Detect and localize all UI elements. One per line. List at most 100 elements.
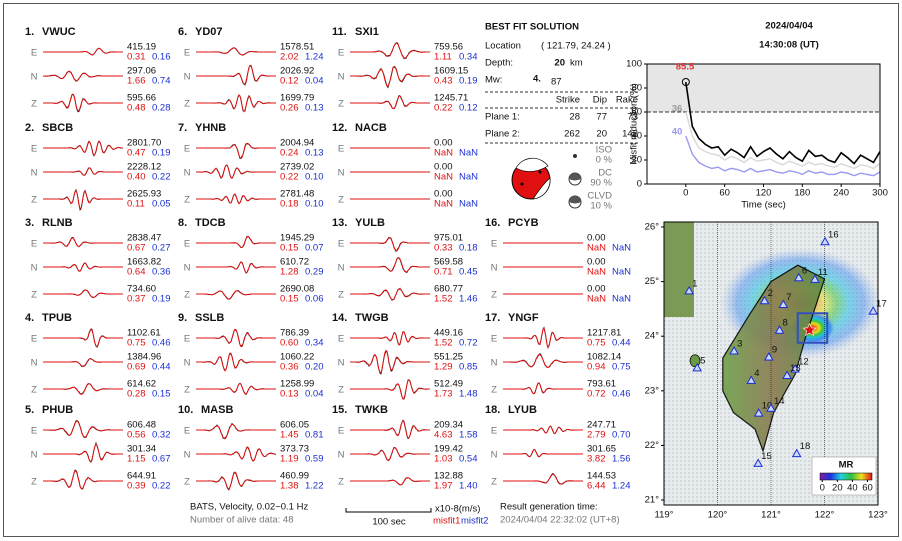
station-label: 8 [783,318,788,329]
synthetic-trace [350,95,430,110]
misfit1: 0.13 [280,389,299,400]
misfit1: 1.19 [280,454,299,465]
misfit2: 0.45 [459,267,478,278]
misfit2: 0.04 [305,389,324,400]
misfit2: NaN [459,148,478,159]
amplitude: 680.77 [434,284,463,295]
station-marker [774,325,785,334]
station-label: 2 [768,288,773,299]
component-name: DC [598,168,612,179]
station-number: 8. [178,217,187,229]
component-label: N [338,263,345,274]
misfit2: 0.44 [612,338,631,349]
misfit2: 0.46 [612,389,631,400]
station-label: 3 [737,338,742,349]
amplitude: 606.48 [127,420,156,431]
amplitude: 1060.22 [280,352,314,363]
column-header: Rake [616,95,638,106]
station-number: 12. [332,122,347,134]
synthetic-trace [350,349,430,374]
component-label: Z [338,195,344,206]
component-label: Z [184,385,190,396]
station-name: MASB [201,404,233,416]
solution-title: BEST FIT SOLUTION [485,22,579,33]
misfit2: NaN [459,199,478,210]
misfit1: 1.97 [434,481,453,492]
synthetic-trace [350,447,430,462]
misfit2: 0.34 [459,52,478,63]
misfit1: 1.29 [434,362,453,373]
synthetic-trace [43,328,123,348]
synthetic-trace [196,446,276,462]
amplitude: 1699.79 [280,93,314,104]
column-header: Strike [556,95,580,106]
y-tick-label: 0 [637,179,642,190]
station-marker [868,306,879,315]
synthetic-trace [503,327,583,349]
synthetic-trace [196,94,276,113]
beachball-white [515,157,549,172]
station-number: 9. [178,312,187,324]
event-date: 2024/04/04 [765,21,813,32]
component-label: E [338,426,344,437]
component-label: Z [31,385,37,396]
station-name: PHUB [42,404,73,416]
amplitude: 569.58 [434,257,463,268]
misfit1: 0.75 [587,338,606,349]
station-label: 7 [786,292,791,303]
station-number: 15. [332,404,347,416]
plane-value: 20 [596,129,607,140]
x-tick-label: 180 [794,188,810,199]
colorbar [819,472,873,481]
station-name: TPUB [42,312,72,324]
station-number: 5. [25,404,34,416]
map-border [663,221,879,506]
misfit2: NaN [459,172,478,183]
misfit2: 0.19 [459,76,478,87]
component-label: E [338,334,344,345]
misfit2: 0.16 [152,52,171,63]
component-label: E [184,48,190,59]
synthetic-trace [196,382,276,395]
station-number: 3. [25,217,34,229]
misfit1: NaN [587,267,606,278]
station-marker [692,362,703,372]
station-label: 18 [800,441,811,452]
component-label: N [184,450,191,461]
amplitude: 1578.51 [280,42,314,53]
scale-bar [345,508,432,513]
map-x-tick-label: 121° [761,510,781,521]
station-marker [782,370,792,380]
misfit2: 0.10 [305,199,324,210]
x-tick-label: 120 [756,188,772,199]
taiwan [722,264,826,453]
station-marker [759,295,770,305]
component-label: E [31,334,37,345]
misfit2: 0.28 [152,103,171,114]
synthetic-trace [503,425,583,435]
misfit1: 0.18 [280,199,299,210]
plane-label: Plane 1: [485,112,520,123]
component-label: E [31,48,37,59]
station-label: 1 [692,278,697,289]
synthetic-trace [196,261,276,274]
station-name: VWUC [42,26,76,38]
station-number: 11. [332,26,347,38]
station-label: 13 [790,363,801,374]
mw-frac: 87 [551,77,562,88]
station-label: 17 [876,299,887,310]
amplitude: 2228.12 [127,162,161,173]
station-number: 10. [178,404,193,416]
annotation: 40 [672,127,683,138]
amplitude: 2739.02 [280,162,314,173]
component-ball-fill [569,173,581,181]
component-label: E [31,144,37,155]
start-marker [681,78,690,86]
component-label: E [184,334,190,345]
misfit1: 0.43 [434,76,453,87]
synthetic-trace [196,328,276,348]
station-number: 17. [485,312,500,324]
misfit2: NaN [612,294,631,305]
amplitude: 606.05 [280,420,309,431]
misfit1: 6.44 [587,481,606,492]
